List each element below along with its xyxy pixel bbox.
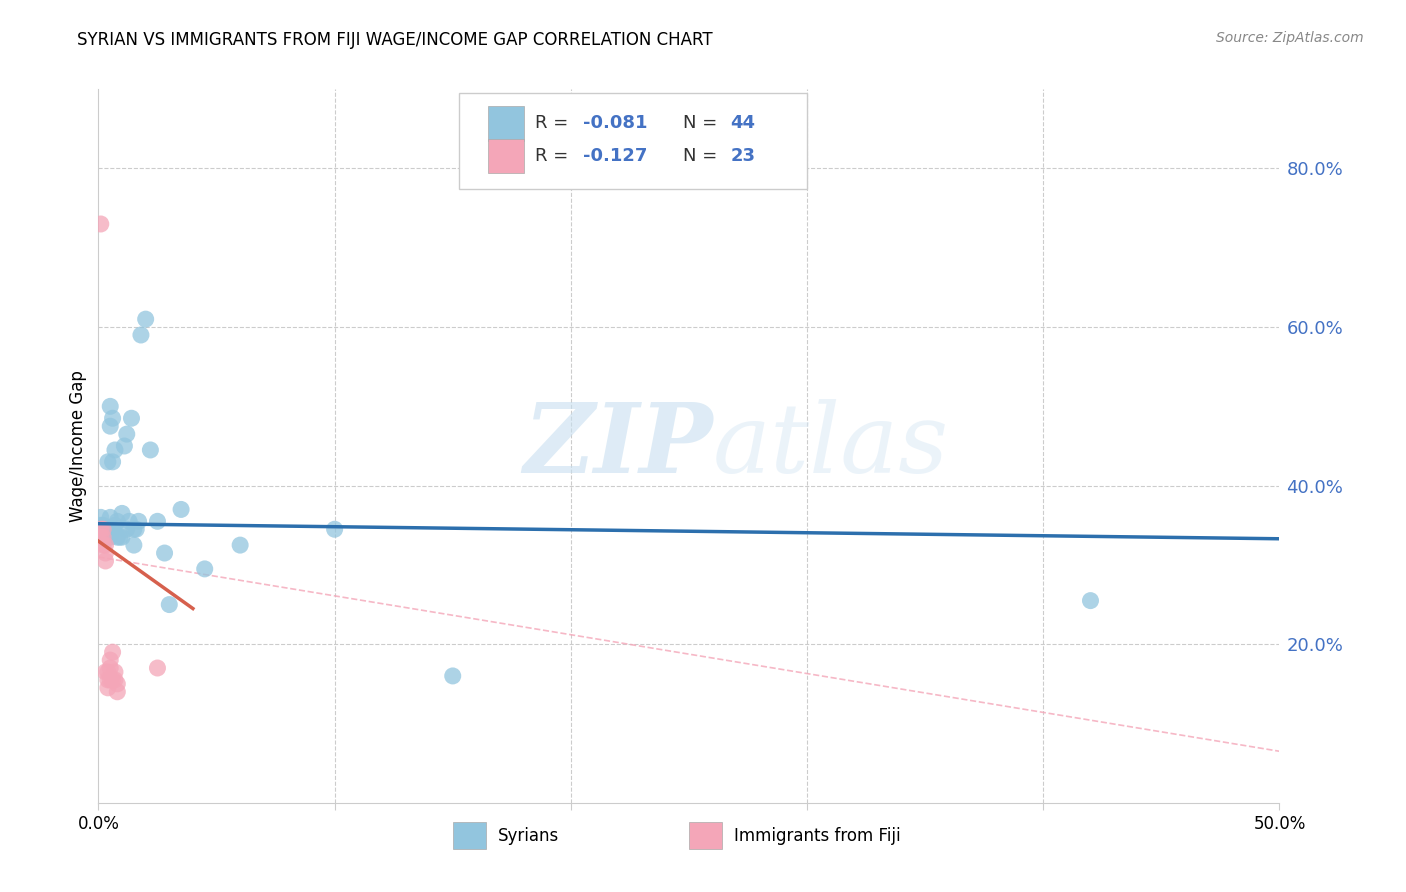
Point [98, 400, 121, 414]
Point [139, 442, 162, 457]
Point [125, 522, 148, 536]
Text: R =: R = [536, 114, 575, 132]
Text: SYRIAN VS IMMIGRANTS FROM FIJI WAGE/INCOME GAP CORRELATION CHART: SYRIAN VS IMMIGRANTS FROM FIJI WAGE/INCO… [77, 31, 713, 49]
Point [153, 546, 176, 560]
Point [111, 507, 134, 521]
Text: N =: N = [683, 114, 723, 132]
Point [108, 530, 131, 544]
Point [98, 661, 121, 675]
Point [101, 673, 124, 687]
Point [157, 598, 180, 612]
Point [90, 217, 112, 231]
Point [90, 510, 112, 524]
Point [97, 665, 120, 679]
Text: -0.127: -0.127 [582, 147, 647, 165]
Point [90, 530, 112, 544]
Point [91, 538, 114, 552]
Point [122, 538, 145, 552]
Text: Syrians: Syrians [498, 827, 558, 845]
Point [128, 514, 150, 528]
Point [98, 673, 121, 687]
Point [101, 411, 124, 425]
Text: R =: R = [536, 147, 575, 165]
Point [194, 562, 217, 576]
Point [94, 665, 117, 679]
Text: N =: N = [683, 147, 723, 165]
Text: Immigrants from Fiji: Immigrants from Fiji [734, 827, 900, 845]
FancyBboxPatch shape [689, 822, 723, 849]
Point [94, 554, 117, 568]
Point [122, 522, 145, 536]
Point [1080, 593, 1102, 607]
FancyBboxPatch shape [458, 93, 807, 189]
Point [104, 518, 127, 533]
Point [101, 455, 124, 469]
Point [323, 522, 346, 536]
Point [111, 530, 134, 544]
Point [105, 677, 128, 691]
Point [146, 661, 169, 675]
Point [105, 514, 128, 528]
Point [97, 522, 120, 536]
Point [94, 530, 117, 544]
Point [101, 522, 124, 536]
Text: 44: 44 [730, 114, 755, 132]
Point [91, 522, 114, 536]
Y-axis label: Wage/Income Gap: Wage/Income Gap [69, 370, 87, 522]
Point [135, 312, 157, 326]
Point [90, 518, 112, 533]
Point [97, 455, 120, 469]
Point [94, 538, 117, 552]
Point [91, 530, 114, 544]
Point [229, 538, 252, 552]
Point [97, 673, 120, 687]
Point [118, 514, 141, 528]
Text: ZIP: ZIP [523, 399, 713, 493]
Point [105, 530, 128, 544]
Point [146, 514, 169, 528]
Point [101, 645, 124, 659]
Point [104, 665, 127, 679]
Point [115, 427, 138, 442]
Point [97, 681, 120, 695]
Point [98, 510, 121, 524]
Point [441, 669, 464, 683]
Point [94, 522, 117, 536]
Point [91, 518, 114, 533]
Point [91, 526, 114, 541]
Point [97, 530, 120, 544]
Point [104, 673, 127, 687]
Point [115, 522, 138, 536]
Point [94, 546, 117, 560]
FancyBboxPatch shape [488, 139, 523, 173]
Text: 23: 23 [730, 147, 755, 165]
FancyBboxPatch shape [488, 106, 523, 141]
Point [98, 419, 121, 434]
Point [112, 439, 135, 453]
Point [98, 530, 121, 544]
Text: Source: ZipAtlas.com: Source: ZipAtlas.com [1216, 31, 1364, 45]
Point [121, 411, 143, 425]
FancyBboxPatch shape [453, 822, 486, 849]
Point [170, 502, 193, 516]
Text: -0.081: -0.081 [582, 114, 647, 132]
Point [104, 442, 127, 457]
Text: atlas: atlas [713, 399, 949, 493]
Point [105, 685, 128, 699]
Point [129, 328, 152, 343]
Point [98, 653, 121, 667]
Point [90, 522, 112, 536]
